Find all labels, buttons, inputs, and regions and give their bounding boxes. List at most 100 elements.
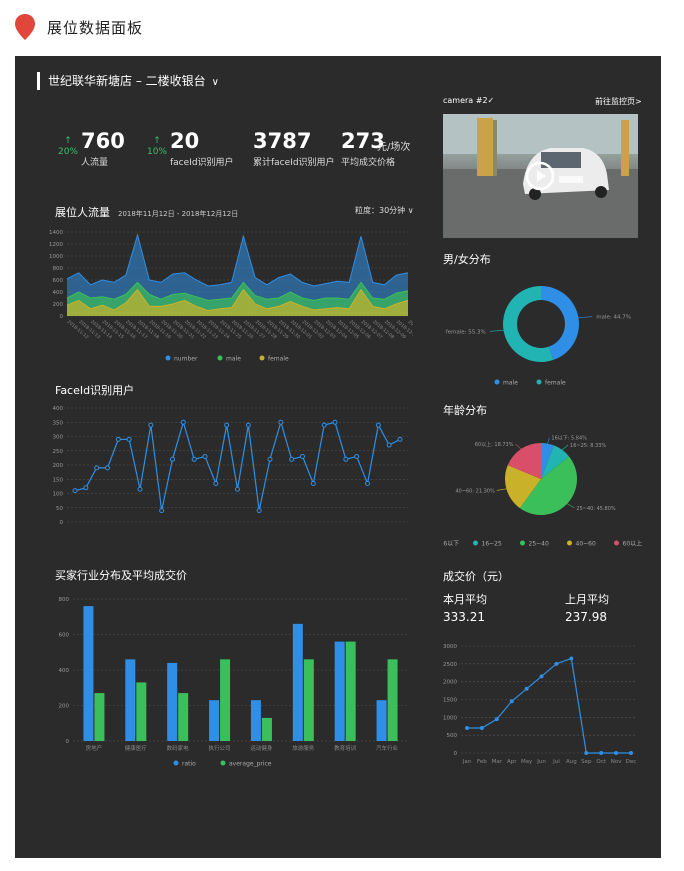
bar-ratio [334,641,345,741]
y-tick-label: 1000 [49,254,63,260]
camera-feed[interactable] [443,114,638,238]
faceid-point [170,456,175,462]
store-selector[interactable]: 世纪联华新塘店 – 二楼收银台 ∨ [37,72,219,90]
gender-title: 男/女分布 [443,253,491,266]
legend-swatch [536,379,542,385]
line-series-male [66,281,409,301]
donut-slice-male [541,286,579,360]
y-tick-label: 1500 [443,698,457,704]
x-tick-label: Jun [536,759,546,765]
store-name: 世纪联华新塘店 – 二楼收银台 [48,74,206,88]
faceid-point [224,422,230,428]
price-point [614,751,619,755]
slice-leader-line [561,444,569,451]
this-month-value: 333.21 [443,610,485,624]
donut-slice-female [503,286,554,362]
x-tick-label: 汽车行业 [376,744,399,752]
flow-title-text: 展位人流量 [55,206,110,219]
y-tick-label: 250 [53,449,64,455]
x-tick-label: Jul [552,759,560,765]
kpi-label: 人流量 [81,158,109,168]
x-tick-label: 房地产 [86,744,103,752]
kpi-unit: 元/场次 [377,142,411,153]
trend-up-icon: ↑ 20% [57,136,78,157]
pie-slice [541,443,554,479]
kpi-faceid: ↑ 10% 20 faceId识别用户 [146,130,246,170]
faceid-point [300,453,305,459]
bar-average_price [387,659,398,741]
faceid-point [105,465,110,471]
age-pie-chart: 16以下: 5.84%16~25: 8.33% 25~40: 45.80% 40~6… [443,436,642,548]
kpi-avg-price: 273 元/场次 平均成交价格 [341,130,441,170]
faceid-point [321,422,327,428]
faceid-point [245,422,251,428]
legend-label: average_price [229,761,272,768]
camera-name-text: camera #2 [443,96,488,105]
y-tick-label: 1400 [49,230,63,236]
age-title: 年龄分布 [443,404,487,417]
faceid-point [159,508,165,514]
legend-swatch [520,540,525,546]
x-tick-label: Apr [507,759,517,765]
x-tick-label: 执行公司 [209,744,231,752]
faceid-point [137,486,143,492]
faceid-point [126,436,132,442]
location-pin-icon [15,14,35,40]
flow-date-range: 2018年11月12日 - 2018年12月12日 [118,210,239,218]
y-tick-label: 0 [66,739,70,745]
pie-slice [541,445,569,479]
legend-swatch [614,540,619,546]
slice-leader-line [547,437,550,444]
legend-label: 16~25 [482,541,502,548]
bar-ratio [83,606,94,741]
legend-swatch [217,355,223,361]
y-tick-label: 600 [59,633,70,639]
y-tick-label: 600 [53,278,64,284]
price-point [539,674,544,679]
y-tick-label: 2000 [443,680,457,686]
y-tick-label: 400 [53,290,64,296]
bar-average_price [220,659,231,741]
faceid-point [148,422,154,428]
pie-slice [507,443,541,479]
faceid-point [83,485,89,491]
price-point [629,751,633,755]
legend-label: female [268,356,289,363]
x-tick-label: Oct [596,759,606,765]
faceid-point [213,481,219,487]
slice-leader-line [489,329,504,332]
bar-ratio [292,623,303,741]
faceid-point [94,465,100,471]
faceid-line-chart: 0 50 100 150 200 250 300 350 400 [53,406,408,526]
x-tick-label: 运动健身 [250,744,273,752]
faceid-point [375,422,381,428]
chevron-down-icon: ∨ [407,206,414,215]
bar-average_price [94,693,105,741]
faceid-point [354,453,360,459]
y-tick-label: 200 [53,302,64,308]
faceid-point [256,508,262,514]
bar-ratio [250,700,261,741]
faceid-point [386,442,392,448]
top-bar: 展位数据面板 [0,0,684,52]
legend-swatch [473,540,478,546]
bar-ratio [209,700,220,741]
y-tick-label: 400 [53,406,64,412]
camera-name[interactable]: camera #2✓ [443,96,494,105]
bar-ratio [376,700,387,741]
faceid-point [397,436,403,442]
faceid-point [180,419,186,425]
kpi-value: 273 [341,129,385,153]
slice-leader-line [566,503,575,509]
y-tick-label: 3000 [443,644,457,650]
play-icon[interactable] [525,161,555,191]
kpi-label: faceId识别用户 [170,158,234,168]
price-point [465,726,469,731]
bar-average_price [345,641,356,741]
granularity-selector[interactable]: 粒度：30分钟 ∨ [355,205,414,216]
bar-average_price [303,659,314,741]
legend-swatch [494,379,500,385]
camera-link[interactable]: 前往监控页> [595,97,642,106]
y-tick-label: 0 [60,314,64,320]
